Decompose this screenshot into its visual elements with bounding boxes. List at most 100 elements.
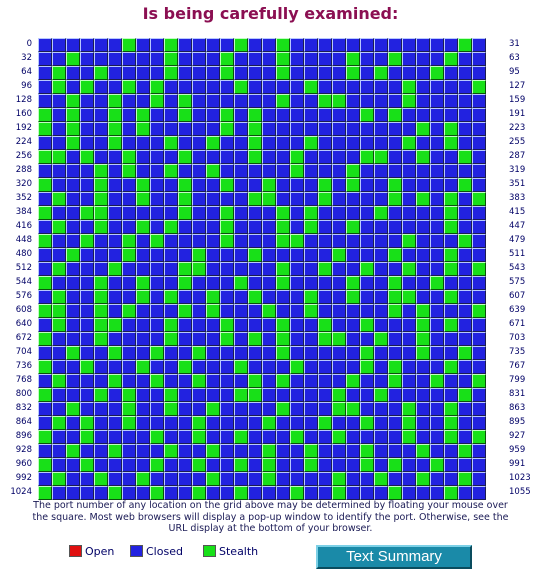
port-cell[interactable]	[290, 66, 304, 80]
port-cell[interactable]	[192, 150, 206, 164]
port-cell[interactable]	[206, 444, 220, 458]
port-cell[interactable]	[402, 318, 416, 332]
port-cell[interactable]	[122, 430, 136, 444]
port-cell[interactable]	[290, 80, 304, 94]
port-cell[interactable]	[444, 332, 458, 346]
port-cell[interactable]	[458, 262, 472, 276]
port-cell[interactable]	[276, 80, 290, 94]
port-cell[interactable]	[290, 332, 304, 346]
port-cell[interactable]	[80, 388, 94, 402]
port-cell[interactable]	[388, 248, 402, 262]
port-cell[interactable]	[444, 430, 458, 444]
port-cell[interactable]	[430, 318, 444, 332]
port-cell[interactable]	[304, 94, 318, 108]
port-cell[interactable]	[402, 332, 416, 346]
port-cell[interactable]	[332, 458, 346, 472]
port-cell[interactable]	[290, 262, 304, 276]
port-cell[interactable]	[164, 150, 178, 164]
port-cell[interactable]	[444, 94, 458, 108]
port-cell[interactable]	[304, 220, 318, 234]
port-cell[interactable]	[178, 206, 192, 220]
port-cell[interactable]	[346, 192, 360, 206]
port-cell[interactable]	[430, 416, 444, 430]
port-cell[interactable]	[38, 108, 52, 122]
port-cell[interactable]	[346, 332, 360, 346]
port-cell[interactable]	[38, 374, 52, 388]
port-cell[interactable]	[178, 248, 192, 262]
port-cell[interactable]	[192, 304, 206, 318]
port-cell[interactable]	[206, 318, 220, 332]
port-cell[interactable]	[388, 332, 402, 346]
port-cell[interactable]	[318, 164, 332, 178]
port-cell[interactable]	[346, 178, 360, 192]
port-cell[interactable]	[150, 402, 164, 416]
port-cell[interactable]	[360, 66, 374, 80]
port-cell[interactable]	[248, 108, 262, 122]
port-cell[interactable]	[136, 360, 150, 374]
port-cell[interactable]	[220, 360, 234, 374]
port-cell[interactable]	[108, 486, 122, 500]
port-cell[interactable]	[430, 38, 444, 52]
port-cell[interactable]	[472, 234, 486, 248]
port-cell[interactable]	[94, 388, 108, 402]
port-cell[interactable]	[346, 206, 360, 220]
port-cell[interactable]	[304, 486, 318, 500]
port-cell[interactable]	[318, 458, 332, 472]
port-cell[interactable]	[52, 458, 66, 472]
port-cell[interactable]	[262, 276, 276, 290]
port-cell[interactable]	[248, 150, 262, 164]
port-cell[interactable]	[248, 290, 262, 304]
port-cell[interactable]	[430, 444, 444, 458]
port-cell[interactable]	[108, 234, 122, 248]
port-cell[interactable]	[122, 332, 136, 346]
port-cell[interactable]	[178, 178, 192, 192]
port-cell[interactable]	[94, 220, 108, 234]
port-cell[interactable]	[150, 248, 164, 262]
port-cell[interactable]	[52, 52, 66, 66]
port-cell[interactable]	[444, 80, 458, 94]
port-cell[interactable]	[416, 402, 430, 416]
port-cell[interactable]	[332, 374, 346, 388]
port-cell[interactable]	[472, 178, 486, 192]
port-cell[interactable]	[430, 248, 444, 262]
port-cell[interactable]	[192, 290, 206, 304]
port-cell[interactable]	[66, 472, 80, 486]
port-cell[interactable]	[66, 346, 80, 360]
port-cell[interactable]	[374, 304, 388, 318]
port-cell[interactable]	[318, 486, 332, 500]
port-cell[interactable]	[52, 192, 66, 206]
port-cell[interactable]	[346, 402, 360, 416]
port-cell[interactable]	[402, 108, 416, 122]
port-cell[interactable]	[122, 136, 136, 150]
port-cell[interactable]	[80, 262, 94, 276]
port-cell[interactable]	[332, 178, 346, 192]
port-cell[interactable]	[430, 178, 444, 192]
port-cell[interactable]	[136, 346, 150, 360]
port-cell[interactable]	[248, 66, 262, 80]
port-cell[interactable]	[150, 290, 164, 304]
port-cell[interactable]	[290, 416, 304, 430]
port-cell[interactable]	[318, 388, 332, 402]
port-cell[interactable]	[346, 444, 360, 458]
port-cell[interactable]	[430, 80, 444, 94]
port-cell[interactable]	[220, 192, 234, 206]
port-cell[interactable]	[290, 220, 304, 234]
port-cell[interactable]	[444, 192, 458, 206]
port-cell[interactable]	[94, 416, 108, 430]
port-cell[interactable]	[276, 290, 290, 304]
port-cell[interactable]	[38, 276, 52, 290]
port-cell[interactable]	[108, 108, 122, 122]
port-cell[interactable]	[332, 206, 346, 220]
port-cell[interactable]	[332, 248, 346, 262]
port-cell[interactable]	[332, 80, 346, 94]
port-cell[interactable]	[332, 444, 346, 458]
port-cell[interactable]	[346, 304, 360, 318]
port-cell[interactable]	[374, 80, 388, 94]
port-cell[interactable]	[262, 402, 276, 416]
port-cell[interactable]	[374, 248, 388, 262]
port-cell[interactable]	[458, 150, 472, 164]
port-cell[interactable]	[472, 374, 486, 388]
port-cell[interactable]	[206, 80, 220, 94]
port-cell[interactable]	[38, 388, 52, 402]
port-cell[interactable]	[220, 374, 234, 388]
